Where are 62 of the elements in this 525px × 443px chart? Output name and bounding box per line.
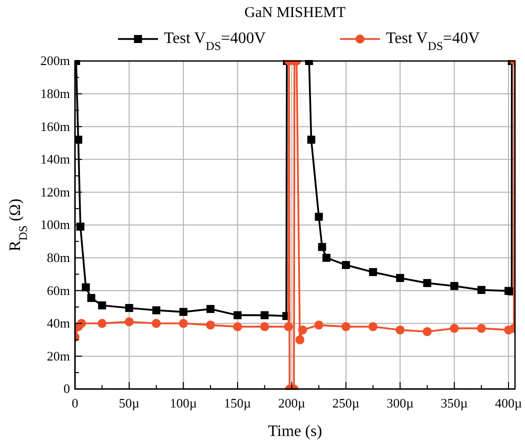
y-tick-label: 180m <box>40 86 70 101</box>
x-tick-label: 150µ <box>224 396 252 411</box>
point <box>124 317 134 326</box>
point <box>206 304 214 313</box>
x-tick-label: 200µ <box>278 396 306 411</box>
point <box>295 335 304 344</box>
point <box>423 279 432 288</box>
point <box>342 261 350 270</box>
point <box>450 282 458 290</box>
point <box>75 136 82 144</box>
point <box>98 301 106 310</box>
legend-label: Test V$_{DS}$=400V <box>164 30 266 53</box>
point <box>307 136 316 144</box>
x-tick-label: 350µ <box>440 396 468 411</box>
x-tick-label: 250µ <box>332 396 360 411</box>
point <box>341 322 350 332</box>
point <box>314 212 323 221</box>
chart-title: GaN MISHEMT <box>244 5 346 21</box>
point <box>77 318 86 328</box>
point <box>318 242 326 251</box>
point <box>76 222 84 231</box>
point <box>368 322 378 332</box>
point <box>477 286 486 294</box>
point <box>82 283 90 292</box>
point <box>314 320 324 330</box>
x-tick-label: 400µ <box>495 396 522 411</box>
point <box>369 268 378 276</box>
point <box>152 318 161 328</box>
y-tick-label: 200m <box>40 53 70 68</box>
point <box>206 320 215 330</box>
point <box>260 311 269 320</box>
x-axis-title: Time (s) <box>268 423 322 440</box>
point <box>298 325 308 334</box>
x-tick-label: 300µ <box>386 396 414 411</box>
point <box>152 306 160 314</box>
y-tick-label: 60m <box>46 282 70 298</box>
point <box>284 322 293 332</box>
point <box>87 294 96 302</box>
point <box>178 318 188 328</box>
y-tick-label: 140m <box>40 152 70 167</box>
point <box>234 311 242 320</box>
point <box>450 324 459 333</box>
point <box>476 324 486 333</box>
x-tick-label: 50µ <box>118 396 140 411</box>
point <box>322 254 330 262</box>
legend-label: Test V$_{DS}$=40V <box>386 30 480 53</box>
y-tick-label: 160m <box>40 118 70 134</box>
point <box>396 274 404 282</box>
point <box>125 304 134 312</box>
point <box>233 322 242 332</box>
point <box>98 318 107 328</box>
y-tick-label: 120m <box>40 184 70 200</box>
y-tick-label: 40m <box>46 316 70 331</box>
x-tick-label: 100µ <box>170 396 198 411</box>
point <box>179 308 188 316</box>
point <box>422 327 432 336</box>
y-tick-label: 20m <box>46 348 70 364</box>
point <box>260 322 270 332</box>
y-tick-label: 100m <box>40 217 70 232</box>
y-tick-label: 0 <box>64 381 70 396</box>
point <box>396 325 405 334</box>
y-tick-label: 80m <box>46 250 70 265</box>
